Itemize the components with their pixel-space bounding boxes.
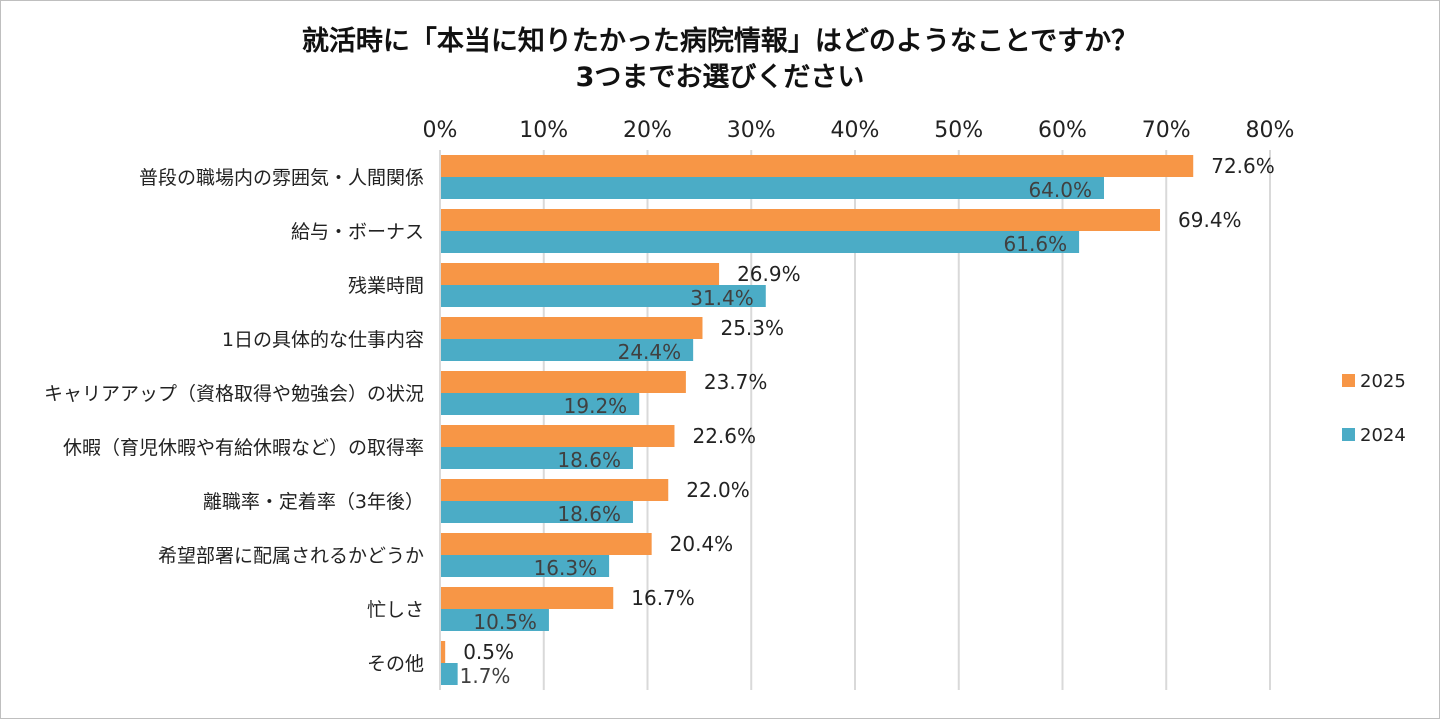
- x-tick-label: 30%: [727, 118, 776, 143]
- data-label-2024: 19.2%: [564, 394, 628, 418]
- bar-2025: [440, 425, 675, 447]
- data-label-2024: 10.5%: [473, 610, 537, 634]
- bar-2024: [440, 555, 610, 577]
- category-label: 普段の職場内の雰囲気・人間関係: [139, 167, 424, 189]
- data-label-2025: 69.4%: [1178, 208, 1242, 232]
- data-label-2025: 16.7%: [631, 586, 695, 610]
- data-label-2025: 22.6%: [692, 424, 756, 448]
- data-label-2025: 20.4%: [670, 532, 734, 556]
- x-tick-label: 20%: [623, 118, 672, 143]
- category-label: 希望部署に配属されるかどうか: [158, 545, 424, 567]
- bar-2024: [440, 177, 1104, 199]
- bar-2025: [440, 479, 669, 501]
- data-label-2025: 72.6%: [1211, 154, 1275, 178]
- x-tick-label: 80%: [1246, 118, 1295, 143]
- bar-2024: [440, 285, 766, 307]
- data-label-2024: 18.6%: [557, 448, 621, 472]
- bar-2025: [440, 533, 652, 555]
- data-label-2024: 24.4%: [618, 340, 682, 364]
- data-label-2025: 25.3%: [720, 316, 784, 340]
- chart-title: 就活時に「本当に知りたかった病院情報」はどのようなことですか？ 3つまでお選びく…: [0, 24, 1440, 96]
- bar-2025: [440, 317, 703, 339]
- data-label-2024: 64.0%: [1028, 178, 1092, 202]
- data-label-2024: 16.3%: [534, 556, 598, 580]
- data-label-2024: 1.7%: [460, 664, 511, 688]
- category-label: 休暇（育児休暇や有給休暇など）の取得率: [63, 437, 424, 459]
- data-label-2024: 61.6%: [1004, 232, 1068, 256]
- category-label: 残業時間: [348, 275, 424, 297]
- bar-2024: [440, 339, 694, 361]
- bar-2025: [440, 209, 1161, 231]
- x-tick-label: 70%: [1142, 118, 1191, 143]
- chart-title-line1: 就活時に「本当に知りたかった病院情報」はどのようなことですか？: [301, 26, 1139, 57]
- bar-2024: [440, 231, 1080, 253]
- category-label: 1日の具体的な仕事内容: [222, 329, 424, 351]
- chart-title-line2: 3つまでお選びください: [575, 62, 865, 93]
- bar-2025: [440, 371, 686, 393]
- category-label: 忙しさ: [367, 599, 424, 621]
- data-label-2025: 22.0%: [686, 478, 750, 502]
- x-tick-label: 40%: [831, 118, 880, 143]
- data-label-2024: 31.4%: [690, 286, 754, 310]
- data-label-2025: 23.7%: [704, 370, 768, 394]
- legend-label-2024: 2024: [1360, 425, 1406, 446]
- bar-2025: [440, 641, 446, 663]
- category-label: 離職率・定着率（3年後）: [203, 491, 424, 513]
- bar-2025: [440, 587, 614, 609]
- bar-2024: [440, 501, 633, 523]
- x-tick-label: 60%: [1038, 118, 1087, 143]
- x-tick-label: 50%: [934, 118, 983, 143]
- bar-2025: [440, 155, 1194, 177]
- legend-swatch-2025: [1342, 374, 1355, 387]
- category-label: その他: [367, 653, 424, 675]
- legend-label-2025: 2025: [1360, 371, 1406, 392]
- bar-2024: [440, 663, 458, 685]
- x-tick-label: 10%: [519, 118, 568, 143]
- bar-2024: [440, 447, 633, 469]
- bar-2025: [440, 263, 720, 285]
- legend-swatch-2024: [1342, 428, 1355, 441]
- data-label-2025: 0.5%: [463, 640, 514, 664]
- category-label: キャリアアップ（資格取得や勉強会）の状況: [44, 383, 424, 405]
- data-label-2025: 26.9%: [737, 262, 801, 286]
- category-label: 給与・ボーナス: [291, 221, 424, 243]
- bar-2024: [440, 393, 640, 415]
- bar-2024: [440, 609, 549, 631]
- data-label-2024: 18.6%: [557, 502, 621, 526]
- x-tick-label: 0%: [423, 118, 458, 143]
